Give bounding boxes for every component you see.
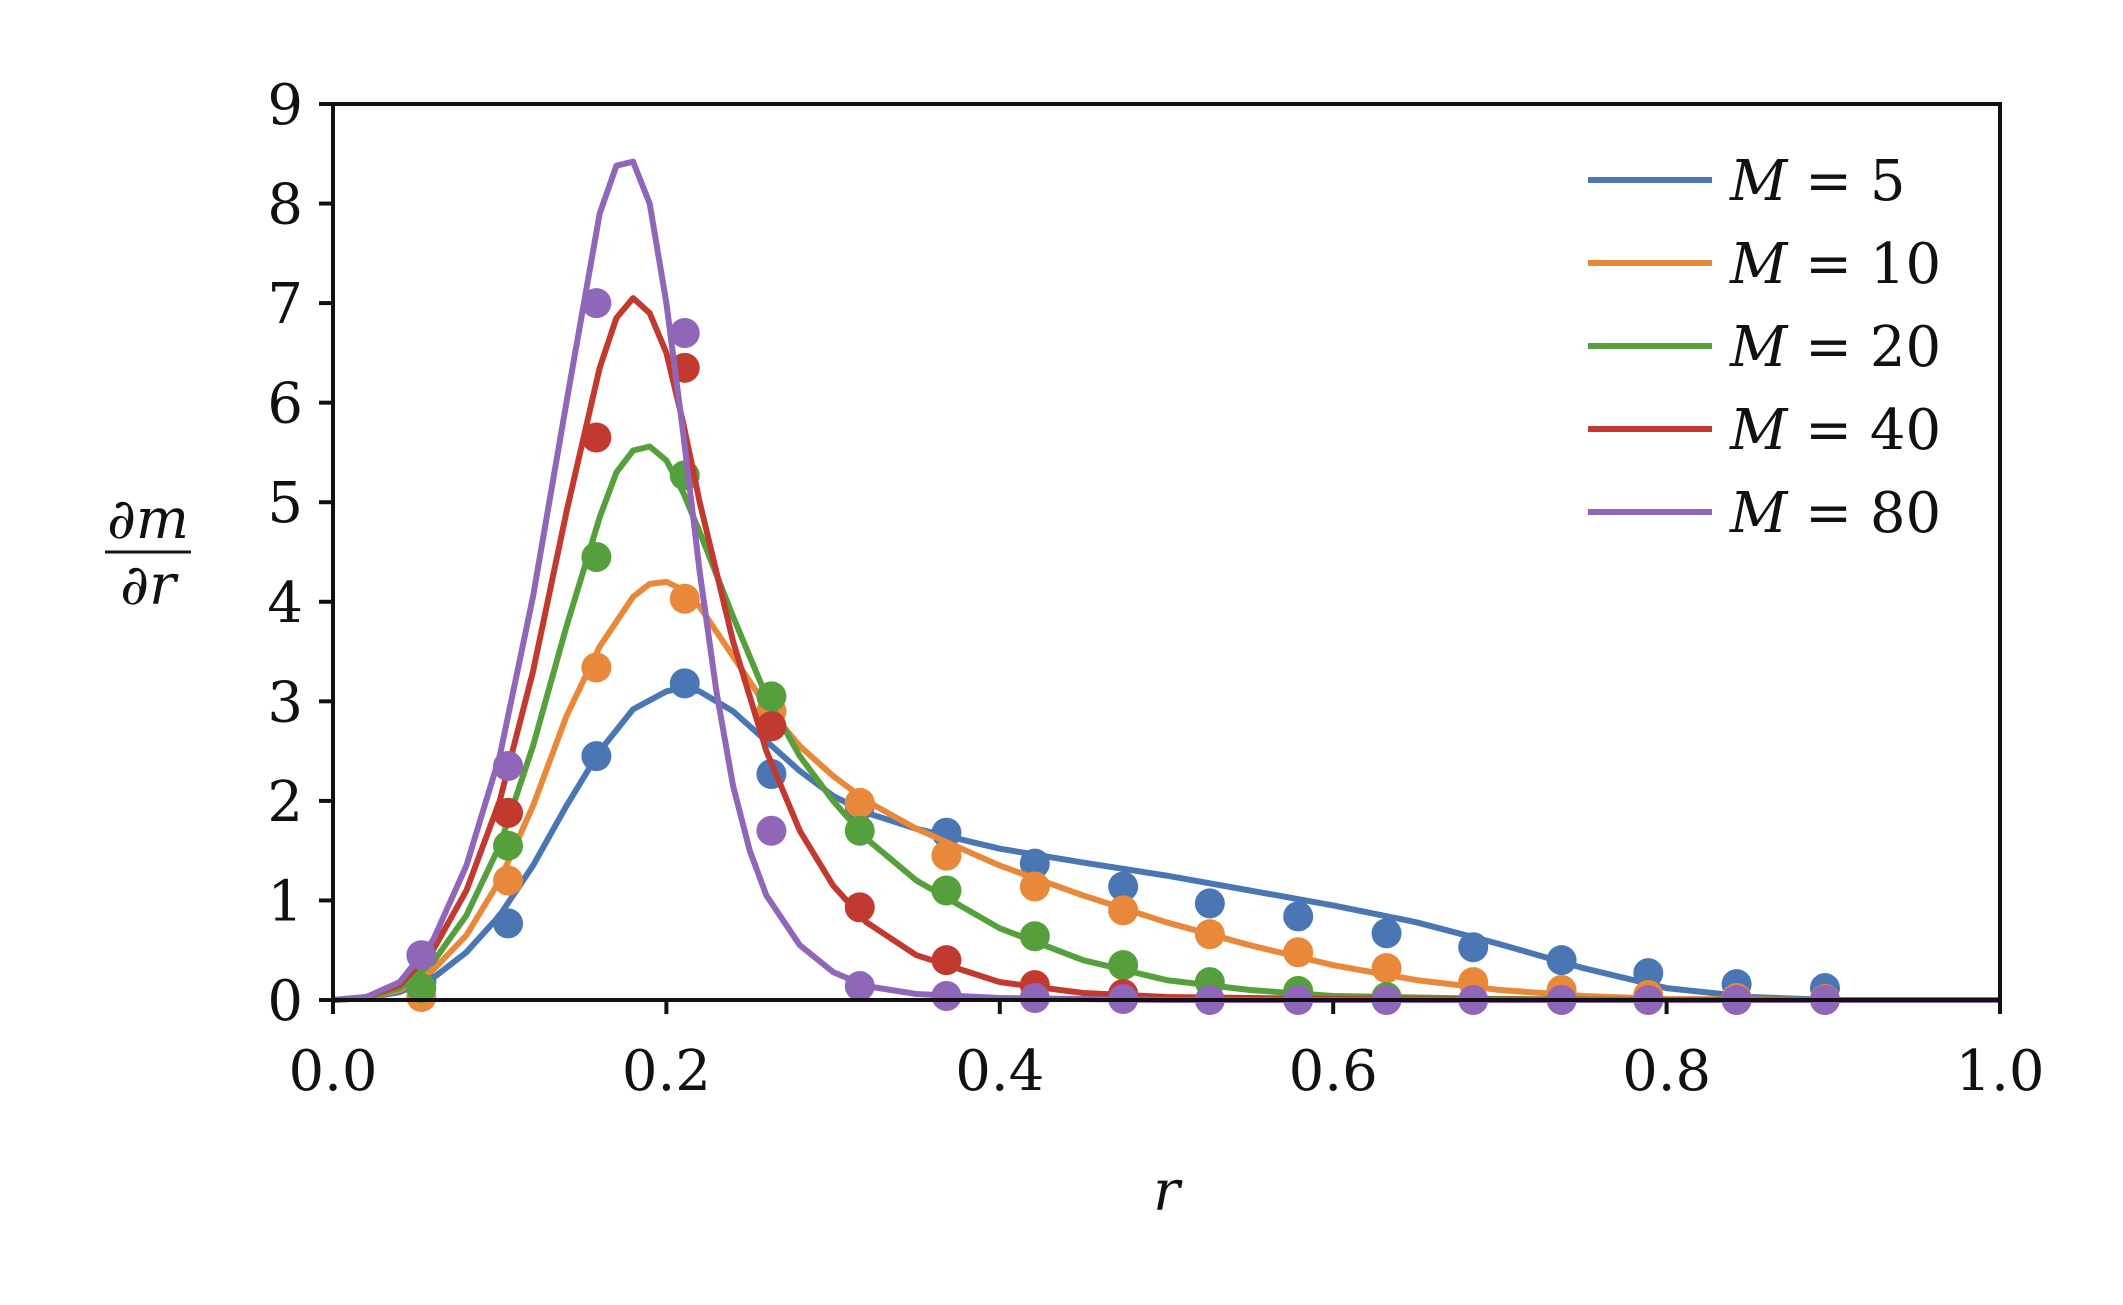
series-line: [332, 158, 2000, 1003]
data-point: [1108, 895, 1139, 926]
data-point: [1108, 950, 1139, 981]
x-axis: 0.0 0.2 0.4 0.6 0.8 1.0: [288, 1000, 2045, 1104]
series-80: [332, 158, 2000, 1015]
y-axis-label: ∂m ∂r: [105, 487, 191, 618]
y-tick-label: 4: [267, 571, 303, 636]
data-point: [493, 908, 524, 939]
y-tick-label: 7: [267, 272, 303, 337]
data-point: [756, 681, 787, 712]
data-point: [493, 797, 524, 828]
y-axis-label-denominator: ∂r: [120, 553, 179, 618]
y-axis: 0 1 2 3 4 5 6 7 8 9: [267, 73, 333, 1034]
x-tick-label: 0.6: [1289, 1039, 1378, 1104]
data-point: [931, 945, 962, 976]
data-point: [1108, 871, 1139, 902]
y-tick-label: 1: [267, 869, 303, 934]
y-tick-label: 5: [267, 471, 303, 536]
data-point: [581, 422, 612, 453]
series-layer: [332, 158, 2000, 1015]
data-point: [756, 711, 787, 742]
legend-entry-label: M = 10: [1729, 232, 1941, 297]
data-point: [669, 668, 700, 699]
series-line: [332, 684, 2000, 1003]
data-point: [581, 288, 612, 319]
data-point: [493, 830, 524, 861]
y-tick-label: 6: [267, 372, 303, 437]
data-point: [844, 971, 875, 1002]
data-point: [669, 583, 700, 614]
x-tick-label: 0.8: [1622, 1039, 1711, 1104]
data-point: [1019, 921, 1050, 952]
data-point: [1019, 848, 1050, 879]
legend-entry-label: M = 80: [1729, 481, 1941, 546]
data-point: [1019, 871, 1050, 902]
x-tick-label: 0.0: [288, 1039, 377, 1104]
data-point: [931, 840, 962, 871]
y-axis-label-numerator: ∂m: [107, 487, 189, 552]
data-point: [581, 541, 612, 572]
legend-entry-label: M = 20: [1729, 315, 1941, 380]
data-point: [1371, 953, 1402, 984]
series-line: [332, 578, 2000, 1003]
data-point: [493, 751, 524, 782]
data-point: [1546, 945, 1577, 976]
x-tick-label: 0.2: [622, 1039, 711, 1104]
data-point: [669, 317, 700, 348]
x-tick-label: 0.4: [955, 1039, 1044, 1104]
data-point: [931, 981, 962, 1012]
y-tick-label: 0: [267, 969, 303, 1034]
data-point: [1283, 901, 1314, 932]
data-point: [493, 865, 524, 896]
data-point: [844, 787, 875, 818]
series-line: [332, 443, 2000, 1003]
data-point: [1194, 888, 1225, 919]
legend-entry-label: M = 40: [1729, 398, 1941, 463]
data-point: [406, 940, 437, 971]
data-point: [1371, 918, 1402, 949]
data-point: [406, 973, 437, 1004]
plot-frame: [331, 102, 2002, 1002]
series-5: [332, 668, 2000, 1004]
y-tick-label: 8: [267, 173, 303, 238]
y-tick-label: 3: [267, 670, 303, 735]
series-20: [332, 443, 2000, 1013]
data-point: [1633, 958, 1664, 989]
data-point: [1194, 919, 1225, 950]
data-point: [581, 652, 612, 683]
legend-entry-label: M = 5: [1729, 149, 1906, 214]
y-tick-label: 2: [267, 770, 303, 835]
x-axis-label: r: [1153, 1159, 1183, 1224]
data-point: [931, 875, 962, 906]
y-tick-label: 9: [267, 73, 303, 138]
data-point: [1458, 932, 1489, 963]
data-point: [844, 815, 875, 846]
data-point: [844, 892, 875, 923]
x-tick-label: 1.0: [1955, 1039, 2044, 1104]
data-point: [756, 815, 787, 846]
series-10: [332, 578, 2000, 1015]
legend: M = 5 M = 10 M = 20 M = 40 M = 80: [1588, 149, 1941, 546]
data-point: [581, 741, 612, 772]
data-point: [1283, 937, 1314, 968]
